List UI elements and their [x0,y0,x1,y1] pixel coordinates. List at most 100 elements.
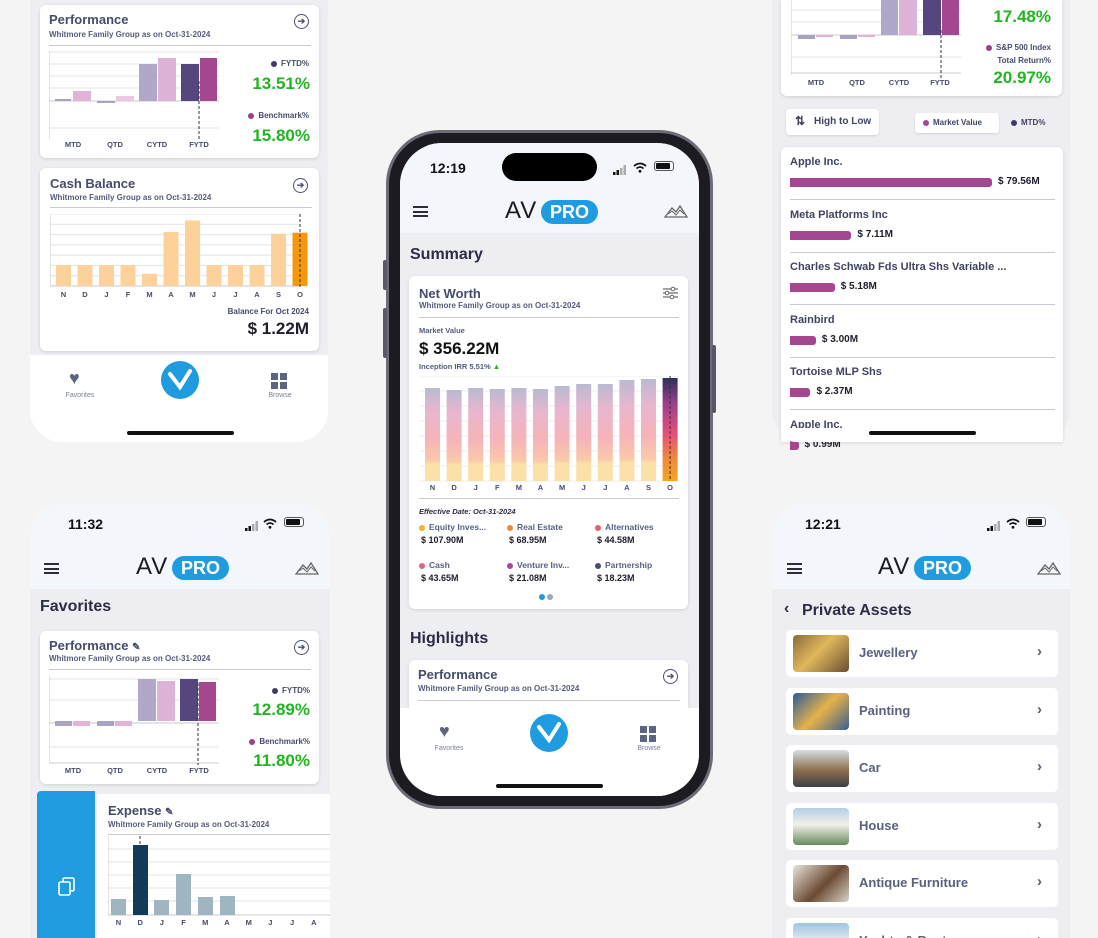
nav-favorites[interactable]: Favorites [65,392,95,399]
bar-m [198,897,213,915]
grid-icon[interactable] [271,373,288,389]
asset-thumbnail [793,750,849,787]
allocation-name: Real Estate [507,522,563,532]
cash-tick-label: O [297,290,303,299]
nav-browse[interactable]: Browse [268,392,292,399]
edit-icon[interactable]: ✎ [165,807,174,818]
net-worth-card[interactable]: Net Worth Whitmore Family Group as on Oc… [409,276,688,609]
hamburger-menu-icon[interactable] [44,563,59,574]
tick-label: CYTD [146,766,168,775]
status-time: 12:19 [430,160,466,176]
dynamic-island [502,153,597,181]
battery-icon [1026,517,1046,527]
arrow-right-icon[interactable]: ➔ [293,178,308,193]
pager-dot-active[interactable] [539,594,545,600]
bar-j [154,900,169,915]
holding-name[interactable]: Tortoise MLP Shs [790,366,882,378]
cash-tick-label: J [104,290,109,299]
arrow-right-icon[interactable]: ➔ [294,14,309,29]
asset-row[interactable]: Car › [786,745,1058,792]
sort-button[interactable]: ⇅ High to Low [786,109,879,135]
allocation-value: $ 18.23M [597,573,635,583]
holding-name[interactable]: Apple Inc. [790,156,843,168]
home-logo-icon[interactable] [530,714,568,752]
holding-value: $ 5.18M [840,281,877,292]
net-worth-bar-5 [533,389,548,481]
back-chevron-icon[interactable]: ‹ [784,600,790,617]
divider [418,700,680,701]
mountain-icon[interactable] [294,560,320,581]
asset-name: Yachts & Boats [859,933,954,938]
bar-fytd-a [181,64,199,101]
pager-dot[interactable] [547,594,553,600]
holding-name[interactable]: Apple Inc. [790,418,843,431]
arrow-right-icon[interactable]: ➔ [294,640,309,655]
card-title: Performance [49,12,129,27]
legend-dot [419,524,425,531]
top-value: 17.48% [993,7,1051,26]
battery-icon [654,161,674,171]
mountain-icon[interactable] [663,203,689,224]
fytd-label: FYTD% [271,59,309,68]
bar-qtd-b [115,721,132,726]
page-title: Favorites [40,598,112,615]
heart-icon[interactable]: ♥ [439,721,450,741]
legend-market-value[interactable]: Market Value [915,113,999,133]
cash-bar-j-8 [228,265,243,286]
inception-irr: Inception IRR 5.51% ▲ [419,362,501,371]
bar-mtd-b [73,721,90,726]
cash-balance-card[interactable]: Cash Balance Whitmore Family Group as on… [40,168,319,351]
divider [790,251,1055,253]
asset-row[interactable]: Antique Furniture › [786,860,1058,907]
cash-bar-m-4 [142,273,157,286]
edit-icon[interactable]: ✎ [132,642,141,653]
chevron-right-icon: › [1037,815,1042,833]
performance-card-top-right[interactable]: MTD QTD CYTD FYTD 17.48% S&P 500 Index T… [781,0,1062,96]
home-logo-icon[interactable] [161,361,199,399]
hamburger-menu-icon[interactable] [787,563,802,574]
heart-icon[interactable]: ♥ [69,368,80,388]
grid-icon[interactable] [640,726,657,742]
performance-card-top-left[interactable]: Performance Whitmore Family Group as on … [40,5,319,158]
expense-card[interactable]: Expense ✎ Whitmore Family Group as on Oc… [97,794,330,938]
asset-row[interactable]: Yachts & Boats › [786,917,1058,938]
expense-tick-label: M [202,918,209,927]
card-subtitle: Whitmore Family Group as on Oct-31-2024 [418,684,580,693]
divider [49,45,311,46]
legend-mtd[interactable]: MTD% [1011,118,1045,127]
holding-name[interactable]: Meta Platforms Inc [790,208,888,221]
copy-action-button[interactable] [37,791,95,938]
nav-favorites[interactable]: Favorites [434,745,464,752]
hamburger-menu-icon[interactable] [413,206,428,217]
signal-icon [987,518,1000,536]
net-worth-bar-9 [619,380,635,481]
arrow-right-icon[interactable]: ➔ [663,669,678,684]
holding-bar [790,440,799,450]
cash-bar-n-0 [56,265,71,286]
filter-sliders-icon[interactable] [663,286,678,305]
highlights-performance-card[interactable]: Performance Whitmore Family Group as on … [409,660,688,708]
allocation-name: Partnership [595,560,652,570]
sort-icon: ⇅ [795,114,806,128]
holding-name[interactable]: Charles Schwab Fds Ultra Shs Variable ..… [790,261,1007,273]
card-subtitle: Whitmore Family Group as on Oct-31-2024 [49,654,211,663]
net-worth-bar-10 [641,379,656,481]
asset-row[interactable]: House › [786,802,1058,850]
asset-row[interactable]: Painting › [786,687,1058,735]
bar-fytd-a [923,0,941,35]
balance-label: Balance For Oct 2024 [227,307,309,316]
card-title: Expense ✎ [108,803,174,818]
summary-title: Summary [410,246,483,263]
bar-qtd-b [116,96,134,101]
expense-tick-label: F [181,918,186,927]
logo-av: AV [136,553,169,580]
bar-a [220,896,235,915]
bar-cytd-a [138,679,156,721]
holding-name[interactable]: Rainbird [790,313,835,326]
card-title: Performance [418,667,498,682]
bar-mtd-a [798,35,815,39]
nav-browse[interactable]: Browse [637,745,661,752]
performance-card-bottom-left[interactable]: Performance ✎ Whitmore Family Group as o… [40,631,319,784]
mountain-icon[interactable] [1036,560,1062,581]
asset-row[interactable]: Jewellery › [786,630,1058,677]
